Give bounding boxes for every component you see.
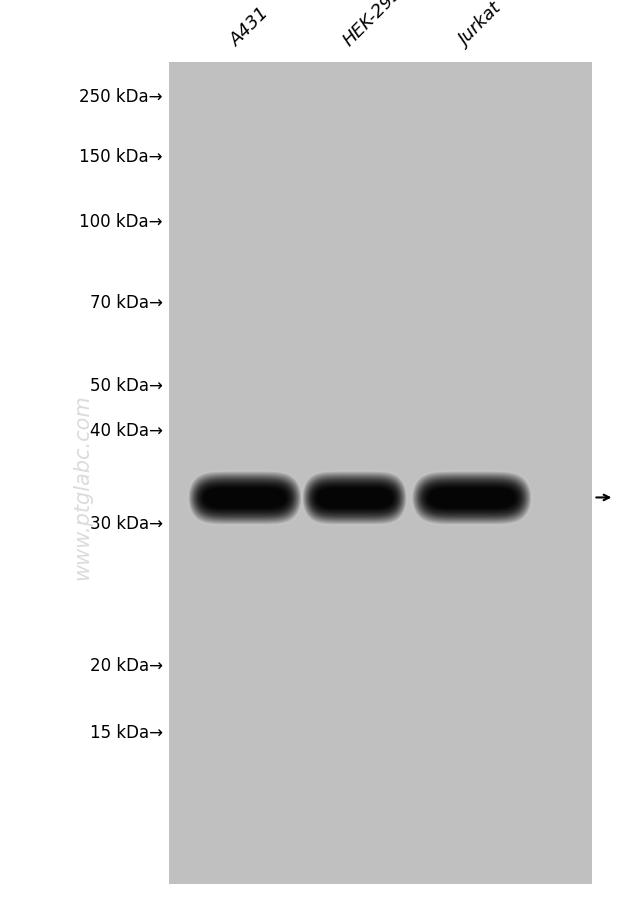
Text: 100 kDa→: 100 kDa→ xyxy=(79,213,163,231)
Text: 15 kDa→: 15 kDa→ xyxy=(89,723,163,741)
Text: Jurkat: Jurkat xyxy=(457,0,507,50)
Bar xyxy=(169,63,592,884)
Text: 70 kDa→: 70 kDa→ xyxy=(89,293,163,311)
Text: www.ptglabc.com: www.ptglabc.com xyxy=(72,394,92,580)
Text: 20 kDa→: 20 kDa→ xyxy=(89,656,163,674)
Text: A431: A431 xyxy=(227,4,273,50)
Text: 40 kDa→: 40 kDa→ xyxy=(89,421,163,439)
Text: 50 kDa→: 50 kDa→ xyxy=(89,377,163,395)
Text: 150 kDa→: 150 kDa→ xyxy=(79,148,163,166)
Text: 250 kDa→: 250 kDa→ xyxy=(79,87,163,106)
Text: HEK-293: HEK-293 xyxy=(340,0,406,50)
Text: 30 kDa→: 30 kDa→ xyxy=(89,514,163,532)
